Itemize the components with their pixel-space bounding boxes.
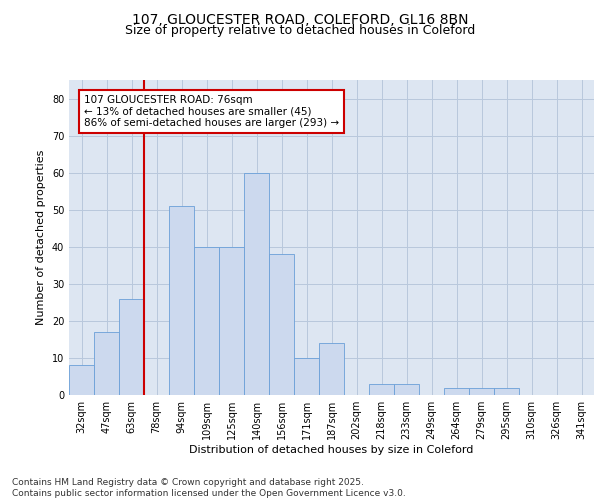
Bar: [294, 358, 319, 395]
Text: Contains HM Land Registry data © Crown copyright and database right 2025.
Contai: Contains HM Land Registry data © Crown c…: [12, 478, 406, 498]
Bar: [469, 388, 494, 395]
Bar: [369, 384, 394, 395]
Bar: [394, 384, 419, 395]
X-axis label: Distribution of detached houses by size in Coleford: Distribution of detached houses by size …: [190, 445, 473, 455]
Bar: [69, 366, 94, 395]
Bar: [119, 298, 144, 395]
Bar: [219, 247, 244, 395]
Text: 107 GLOUCESTER ROAD: 76sqm
← 13% of detached houses are smaller (45)
86% of semi: 107 GLOUCESTER ROAD: 76sqm ← 13% of deta…: [84, 95, 339, 128]
Bar: [244, 172, 269, 395]
Bar: [444, 388, 469, 395]
Bar: [319, 343, 344, 395]
Bar: [94, 332, 119, 395]
Text: Size of property relative to detached houses in Coleford: Size of property relative to detached ho…: [125, 24, 475, 37]
Bar: [169, 206, 194, 395]
Bar: [194, 247, 219, 395]
Text: 107, GLOUCESTER ROAD, COLEFORD, GL16 8BN: 107, GLOUCESTER ROAD, COLEFORD, GL16 8BN: [132, 12, 468, 26]
Bar: [269, 254, 294, 395]
Bar: [494, 388, 519, 395]
Y-axis label: Number of detached properties: Number of detached properties: [36, 150, 46, 325]
